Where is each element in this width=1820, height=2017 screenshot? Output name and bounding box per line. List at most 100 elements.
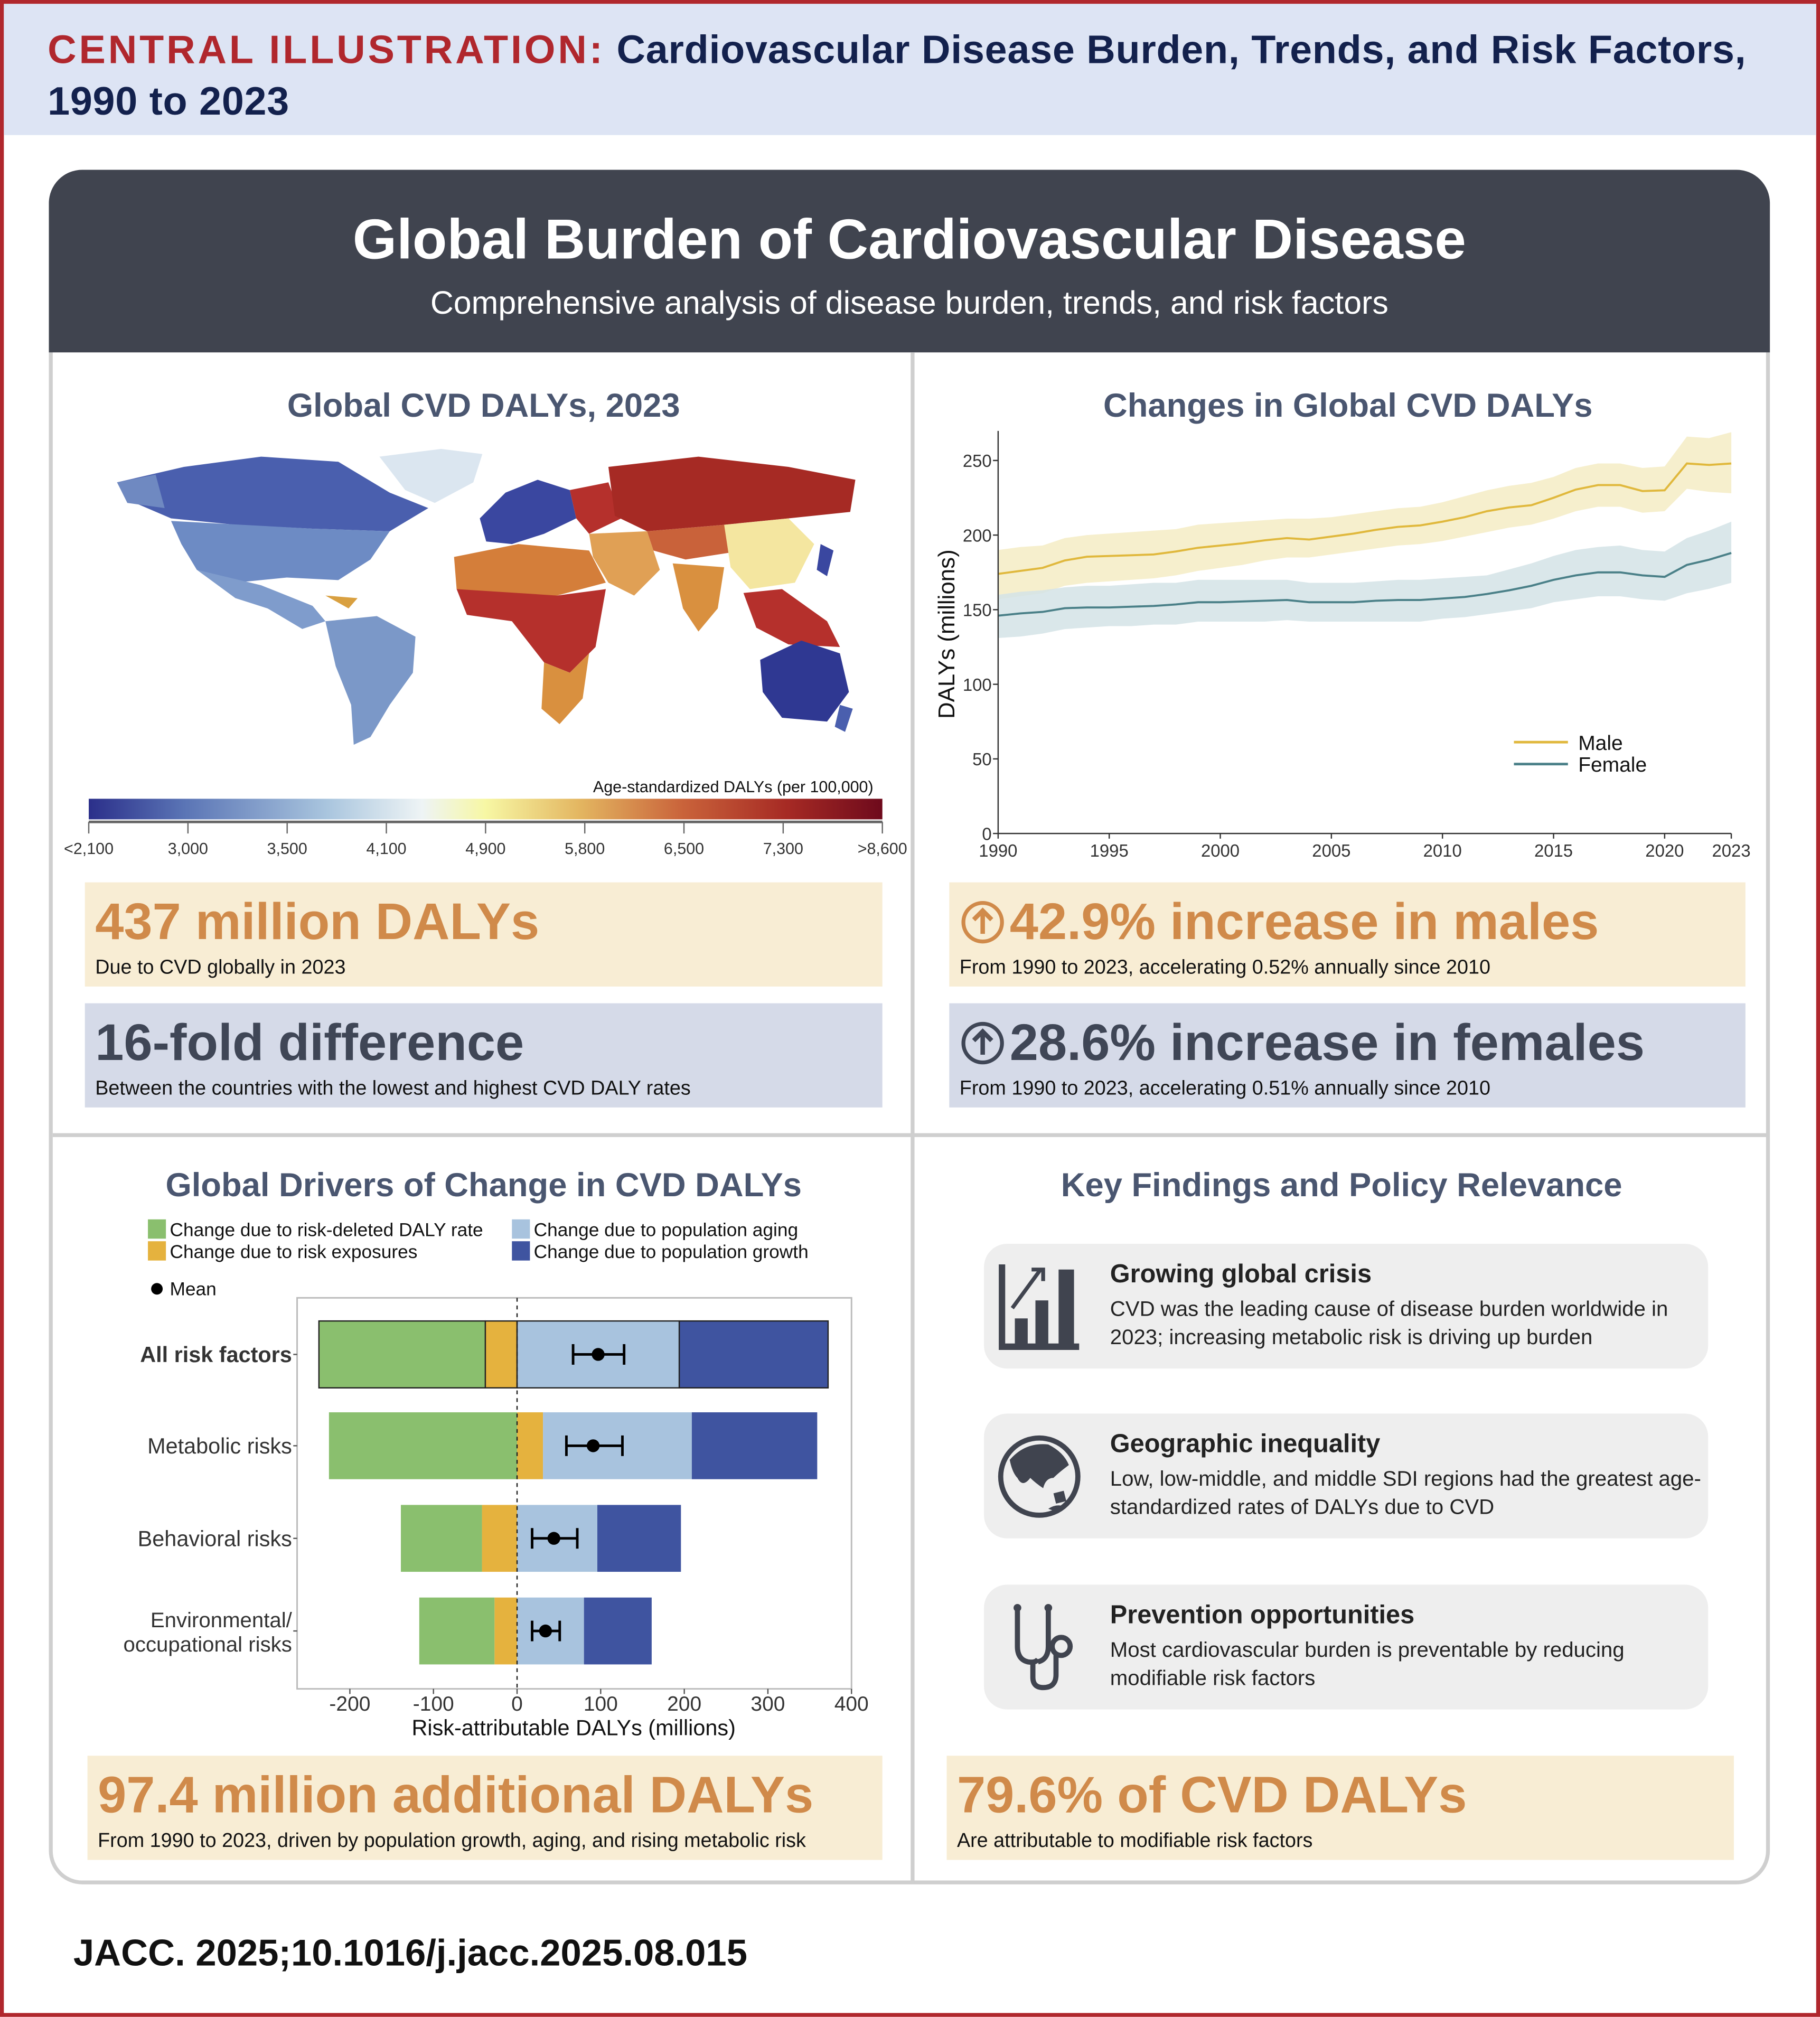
region-china	[724, 518, 814, 589]
region-middle-east	[589, 531, 660, 596]
region-greenland	[379, 448, 483, 503]
region-europe-west	[480, 480, 577, 545]
stat-value: 28.6% increase in females	[1009, 1015, 1645, 1072]
x-tick-label: -200	[329, 1693, 370, 1715]
bar-segment	[678, 1320, 829, 1389]
region-europe-east	[569, 482, 622, 534]
x-tick-label: 2010	[1423, 841, 1462, 860]
x-tick-label: 2005	[1312, 841, 1350, 860]
legend-label: Change due to risk-deleted DALY rate	[170, 1219, 483, 1240]
region-africa-north	[454, 544, 606, 598]
stat-box-dalys: 437 million DALYs Due to CVD globally in…	[85, 882, 883, 987]
region-central-asia	[647, 524, 744, 560]
page-title: CENTRAL ILLUSTRATION: Cardiovascular Dis…	[48, 24, 1797, 127]
line-chart: 0 50 100 150 200 250 1990 1995 2000 2005 2010 2015 2…	[934, 430, 1751, 860]
finding-body: Low, low-middle, and middle SDI regions …	[1110, 1467, 1701, 1519]
region-russia	[608, 456, 856, 531]
legend-swatch	[148, 1241, 166, 1261]
region-alaska	[117, 474, 165, 508]
series-line-female	[998, 552, 1732, 617]
map-color-scale	[89, 799, 883, 820]
bar-segment	[482, 1505, 518, 1572]
category-label: Behavioral risks	[138, 1526, 292, 1551]
legend-tick-label: 6,500	[664, 840, 704, 858]
bar-segment	[329, 1412, 518, 1479]
bar-segment	[691, 1412, 818, 1479]
legend-tick-label: 4,100	[366, 840, 406, 858]
region-africa-central	[456, 589, 606, 673]
x-tick-label: 2020	[1645, 841, 1684, 860]
legend-tick-label: 7,300	[763, 840, 803, 858]
legend-label: Female	[1578, 754, 1647, 776]
stat-value: 16-fold difference	[95, 1015, 524, 1072]
region-caribbean	[325, 595, 358, 608]
arrow-up-circle-icon	[961, 900, 1004, 944]
category-label: Metabolic risks	[147, 1434, 292, 1458]
region-southeast-asia	[743, 589, 840, 648]
legend-label: Change due to population aging	[534, 1219, 798, 1240]
legend-tick-label: 3,500	[267, 840, 307, 858]
finding-card: Growing global crisis CVD was the leadin…	[984, 1244, 1709, 1369]
finding-body: CVD was the leading cause of disease bur…	[1110, 1298, 1668, 1349]
legend-tick-label: 3,000	[168, 840, 208, 858]
region-south-america	[325, 616, 416, 745]
bar-segment	[400, 1505, 482, 1572]
stat-box-fold: 16-fold difference Between the countries…	[85, 1003, 883, 1108]
x-tick-label: 300	[750, 1693, 785, 1715]
line-chart-title: Changes in Global CVD DALYs	[1103, 386, 1593, 425]
x-axis-label: Risk-attributable DALYs (millions)	[412, 1715, 736, 1740]
finding-title: Growing global crisis	[1110, 1260, 1372, 1289]
banner: Global Burden of Cardiovascular Disease …	[49, 170, 1770, 353]
stethoscope-icon	[1014, 1603, 1073, 1691]
map-legend-title: Age-standardized DALYs (per 100,000)	[593, 778, 874, 796]
region-new-zealand	[834, 705, 853, 732]
bar-segment	[318, 1320, 486, 1389]
x-tick-label: 2000	[1201, 841, 1240, 860]
bar-segment	[584, 1597, 652, 1665]
stat-caption: From 1990 to 2023, driven by population …	[98, 1830, 806, 1852]
legend-swatch	[148, 1219, 166, 1239]
stat-value: 97.4 million additional DALYs	[98, 1767, 814, 1824]
vertical-divider	[911, 352, 915, 1883]
stat-value: 79.6% of CVD DALYs	[956, 1767, 1467, 1824]
arrow-up-circle-icon	[961, 1021, 1004, 1065]
map-legend-ticks: <2,100 3,000 3,500 4,100 4,900 5,800 6,500 7,30…	[64, 822, 907, 858]
category-label: All risk factors	[140, 1343, 292, 1367]
legend-tick-label: <2,100	[64, 840, 114, 858]
stat-box-males: 42.9% increase in males From 1990 to 202…	[949, 882, 1746, 987]
category-label: Environmental/occupational risks	[124, 1608, 293, 1656]
stat-caption: From 1990 to 2023, accelerating 0.52% an…	[959, 956, 1491, 979]
bar-segment	[419, 1597, 495, 1665]
legend-tick-label: 4,900	[465, 840, 505, 858]
uncertainty-band-female	[998, 521, 1732, 639]
legend-label: Male	[1578, 732, 1622, 755]
y-tick-label: 200	[963, 526, 992, 545]
stat-box-females: 28.6% increase in females From 1990 to 2…	[949, 1003, 1746, 1108]
mean-marker	[539, 1624, 552, 1638]
legend-label: Change due to population growth	[534, 1242, 809, 1262]
finding-title: Prevention opportunities	[1110, 1601, 1415, 1630]
stat-caption: Due to CVD globally in 2023	[95, 956, 346, 979]
region-india	[672, 563, 725, 632]
x-tick-label: -100	[413, 1693, 454, 1715]
x-tick-label: 400	[834, 1693, 869, 1715]
horizontal-divider	[52, 1133, 1768, 1137]
bar-segment	[597, 1505, 681, 1572]
stat-value: 42.9% increase in males	[1009, 894, 1599, 951]
region-usa	[171, 521, 390, 583]
plot-frame	[296, 1297, 852, 1690]
stat-box-attributable: 79.6% of CVD DALYs Are attributable to m…	[946, 1756, 1734, 1860]
x-tick-label: 1995	[1090, 841, 1129, 860]
finding-title: Geographic inequality	[1110, 1430, 1381, 1459]
title-text: Cardiovascular Disease Burden, Trends, a…	[48, 27, 1747, 124]
legend-label: Change due to risk exposures	[170, 1242, 417, 1262]
legend-swatch	[512, 1219, 530, 1239]
finding-body: Most cardiovascular burden is preventabl…	[1110, 1638, 1625, 1691]
legend-swatch	[512, 1241, 530, 1261]
x-tick-label: 0	[511, 1693, 523, 1715]
stat-caption: Between the countries with the lowest an…	[95, 1077, 691, 1100]
stat-value: 437 million DALYs	[95, 894, 540, 951]
y-axis-label: DALYs (millions)	[934, 549, 960, 719]
stat-caption: From 1990 to 2023, accelerating 0.51% an…	[959, 1077, 1491, 1100]
region-africa-south	[541, 653, 589, 725]
